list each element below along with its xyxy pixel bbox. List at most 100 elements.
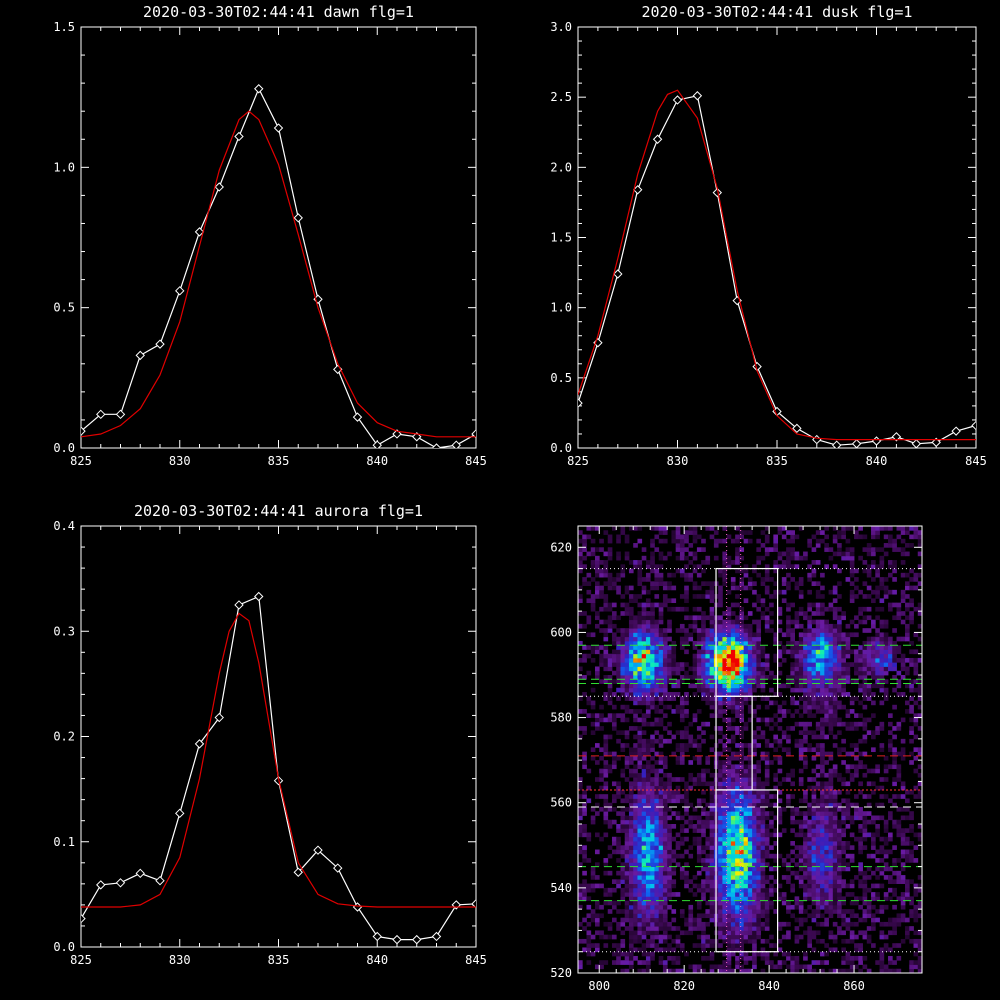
heatmap-cell [828,900,834,906]
heatmap-cell [777,640,783,646]
heatmap-cell [637,785,643,791]
heatmap-cell [709,806,715,812]
heatmap-cell [841,896,846,902]
heatmap-cell [679,930,685,936]
heatmap-cell [709,968,715,973]
heatmap-cell [641,717,647,723]
heatmap-cell [594,645,600,650]
heatmap-cell [679,866,685,872]
heatmap-cell [650,683,655,689]
heatmap-cell [611,585,617,591]
heatmap-cell [777,768,783,774]
heatmap-cell [790,564,795,569]
heatmap-cell [671,653,677,659]
heatmap-cell [650,892,655,897]
heatmap-cell [722,649,728,655]
heatmap-cell [599,572,604,578]
heatmap-cell [607,628,613,633]
heatmap-cell [811,755,817,761]
heatmap-cell [837,581,842,586]
heatmap-cell [803,832,808,838]
heatmap-cell [828,602,834,608]
heatmap-cell [637,581,643,586]
heatmap-cell [705,845,711,850]
heatmap-cell [616,828,621,833]
heatmap-cell [667,832,672,838]
heatmap-cell [743,785,749,791]
heatmap-cell [747,875,753,880]
heatmap-cell [726,798,732,804]
heatmap-cell [637,764,643,770]
heatmap-cell [590,755,596,761]
heatmap-cell [722,875,728,880]
heatmap-cell [616,555,621,561]
heatmap-cell [832,879,838,884]
heatmap-cell [620,564,626,569]
heatmap-cell [730,853,736,859]
heatmap-cell [854,568,859,574]
heatmap-cell [637,811,643,816]
heatmap-cell [603,572,609,578]
heatmap-cell [811,815,817,821]
heatmap-cell [803,883,808,889]
heatmap-cell [888,572,893,578]
heatmap-cell [883,866,889,872]
heatmap-cell [917,789,922,795]
heatmap-cell [841,551,846,557]
heatmap-cell [735,828,740,833]
heatmap-cell [760,947,766,953]
heatmap-cell [803,789,808,795]
heatmap-cell [747,938,753,944]
heatmap-cell [875,632,880,638]
heatmap-cell [896,875,902,880]
heatmap-cell [658,879,664,884]
heatmap-cell [637,896,643,902]
heatmap-cell [696,858,702,863]
heatmap-cell [913,662,919,667]
heatmap-cell [871,683,876,689]
heatmap-cell [722,879,728,884]
heatmap-cell [735,960,740,965]
heatmap-cell [594,713,600,718]
heatmap-cell [837,730,842,735]
heatmap-cell [730,824,736,829]
heatmap-cell [586,713,592,718]
heatmap-cell [633,904,638,910]
heatmap-cell [628,824,634,829]
heatmap-cell [786,555,791,561]
heatmap-cell [662,887,668,893]
heatmap-cell [701,611,706,616]
heatmap-cell [790,679,795,684]
heatmap-cell [786,909,791,914]
heatmap-cell [832,849,838,855]
heatmap-cell [815,619,821,625]
heatmap-cell [718,636,723,642]
heatmap-cell [896,726,902,731]
heatmap-cell [879,636,885,642]
heatmap-cell [603,594,609,599]
heatmap-cell [820,883,825,889]
heatmap-cell [883,777,889,782]
heatmap-cell [735,798,740,804]
heatmap-cell [590,700,596,706]
heatmap-cell [611,760,617,765]
heatmap-cell [815,726,821,731]
heatmap-cell [913,794,919,799]
heatmap-cell [730,870,736,876]
heatmap-cell [722,653,728,659]
heatmap-cell [658,913,664,919]
heatmap-cell [764,836,770,842]
heatmap-cell [730,662,736,667]
heatmap-cell [645,955,651,961]
heatmap-cell [798,883,804,889]
heatmap-cell [739,909,745,914]
heatmap-cell [790,768,795,774]
heatmap-cell [820,734,825,740]
heatmap-cell [858,870,863,876]
heatmap-cell [820,572,825,578]
heatmap-cell [760,666,766,672]
heatmap-cell [582,547,587,552]
heatmap-cell [692,943,698,948]
heatmap-cell [798,862,804,867]
heatmap-cell [726,875,732,880]
